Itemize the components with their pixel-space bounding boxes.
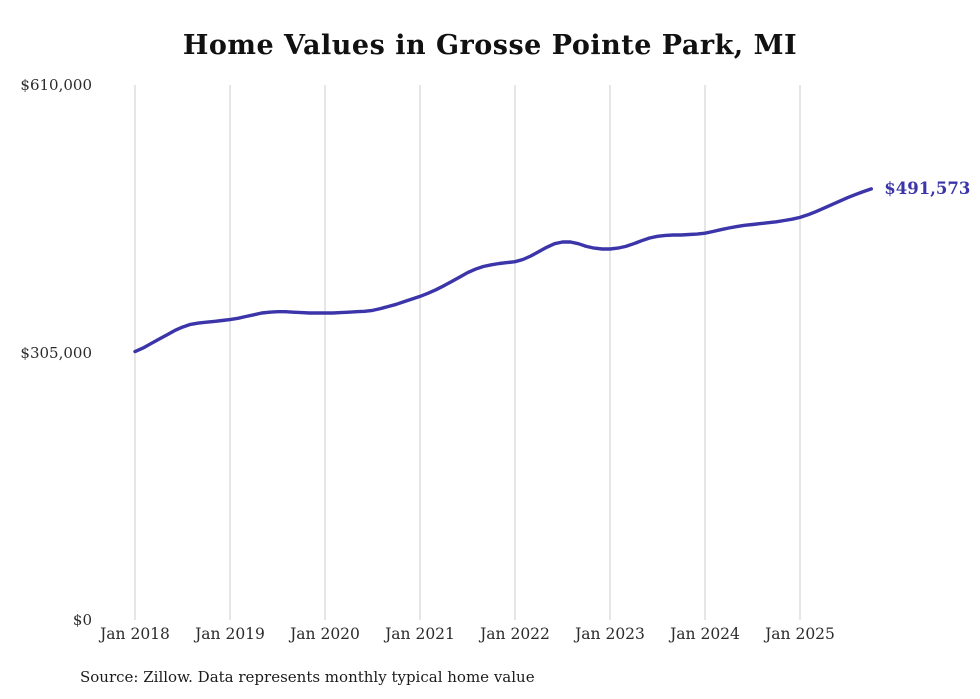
x-axis-label: Jan 2023 <box>575 625 645 643</box>
x-axis-label: Jan 2025 <box>765 625 835 643</box>
value-line <box>133 187 873 354</box>
source-note: Source: Zillow. Data represents monthly … <box>80 668 535 686</box>
x-axis-label: Jan 2019 <box>195 625 265 643</box>
y-axis-label: $305,000 <box>20 343 92 362</box>
x-axis-label: Jan 2021 <box>385 625 455 643</box>
end-value-label: $491,573 <box>884 178 971 198</box>
x-axis-label: Jan 2018 <box>100 625 170 643</box>
x-axis-label: Jan 2024 <box>670 625 740 643</box>
x-axis-label: Jan 2022 <box>480 625 550 643</box>
y-axis-label: $610,000 <box>20 76 92 94</box>
x-axis-label: Jan 2020 <box>290 625 360 643</box>
chart-title: Home Values in Grosse Pointe Park, MI <box>182 30 798 61</box>
y-axis-label: $0 <box>72 611 92 629</box>
